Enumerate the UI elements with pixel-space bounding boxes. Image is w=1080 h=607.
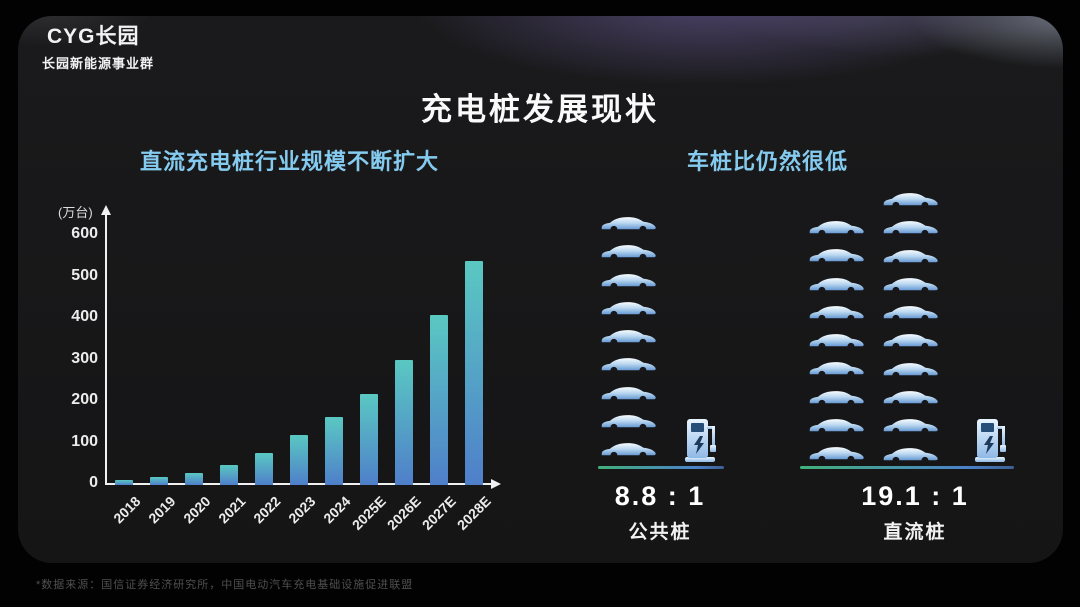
- y-axis-tick: 400: [71, 308, 98, 325]
- car-icon: [808, 415, 866, 436]
- y-axis-line: [105, 214, 107, 485]
- bar-2025E: [360, 394, 378, 485]
- bar-2021: [220, 465, 238, 485]
- bar-2028E: [465, 261, 483, 485]
- page-title: 充电桩发展现状: [421, 92, 659, 127]
- bar-2022: [255, 453, 273, 485]
- y-axis-tick: 500: [71, 266, 98, 284]
- bar-2020: [185, 473, 203, 485]
- ratio-block-public: 8.8 : 1 公共桩: [575, 481, 745, 544]
- bar-2026E: [395, 360, 413, 485]
- ratio-value-public: 8.8 : 1: [614, 481, 706, 511]
- ratio-label-dc: 直流桩: [883, 522, 947, 543]
- car-icon: [600, 298, 658, 319]
- ratio-block-dc: 19.1 : 1 直流桩: [830, 481, 1000, 544]
- data-source-footnote: *数据来源：国信证券经济研究所，中国电动汽车充电基础设施促进联盟: [36, 579, 414, 591]
- car-icon: [600, 270, 658, 291]
- car-icon: [600, 411, 658, 432]
- logo-subtext: 长园新能源事业群: [42, 56, 155, 71]
- car-icon: [808, 387, 866, 408]
- company-logo: CYG长园 长园新能源事业群: [42, 20, 154, 72]
- bar-2018: [115, 480, 133, 485]
- car-icon: [882, 217, 940, 238]
- car-icon: [882, 189, 940, 210]
- car-icon: [882, 302, 940, 323]
- y-axis-tick: 600: [71, 225, 98, 242]
- x-axis-arrow: [491, 479, 501, 489]
- car-icon: [600, 383, 658, 404]
- charger-icon: [974, 417, 1008, 463]
- car-column: [808, 217, 866, 464]
- y-axis-unit-label: (万台): [58, 205, 93, 220]
- car-icon: [600, 213, 658, 234]
- bar-2019: [150, 477, 168, 485]
- car-icon: [882, 444, 940, 465]
- bar-2024: [325, 417, 343, 485]
- bar-2027E: [430, 315, 448, 485]
- y-axis-tick: 100: [71, 432, 98, 450]
- y-axis-tick: 200: [71, 391, 98, 408]
- car-icon: [600, 241, 658, 262]
- bar-2023: [290, 435, 308, 485]
- car-icon: [808, 330, 866, 351]
- ratio-value-dc: 19.1 : 1: [861, 481, 969, 511]
- car-icon: [808, 274, 866, 295]
- car-icon: [882, 246, 940, 267]
- car-icon: [808, 302, 866, 323]
- group-baseline: [598, 466, 724, 469]
- car-icon: [808, 443, 866, 464]
- y-axis-tick: 300: [71, 349, 98, 367]
- charger-icon: [684, 417, 718, 463]
- left-section-heading: 直流充电桩行业规模不断扩大: [140, 149, 440, 174]
- right-section-heading: 车桩比仍然很低: [687, 149, 849, 174]
- car-icon: [600, 439, 658, 460]
- car-icon: [882, 330, 940, 351]
- car-icon: [882, 387, 940, 408]
- car-icon: [882, 359, 940, 380]
- car-icon: [808, 245, 866, 266]
- logo-text: CYG长园: [47, 25, 140, 48]
- car-column: [600, 213, 658, 460]
- ratio-label-public: 公共桩: [628, 522, 692, 543]
- car-icon: [808, 217, 866, 238]
- car-column: [882, 189, 940, 465]
- car-icon: [808, 358, 866, 379]
- car-icon: [882, 274, 940, 295]
- car-icon: [600, 326, 658, 347]
- car-icon: [600, 354, 658, 375]
- group-baseline: [800, 466, 1014, 469]
- y-axis-tick: 0: [89, 474, 98, 491]
- car-icon: [882, 415, 940, 436]
- y-axis-arrow: [101, 205, 111, 215]
